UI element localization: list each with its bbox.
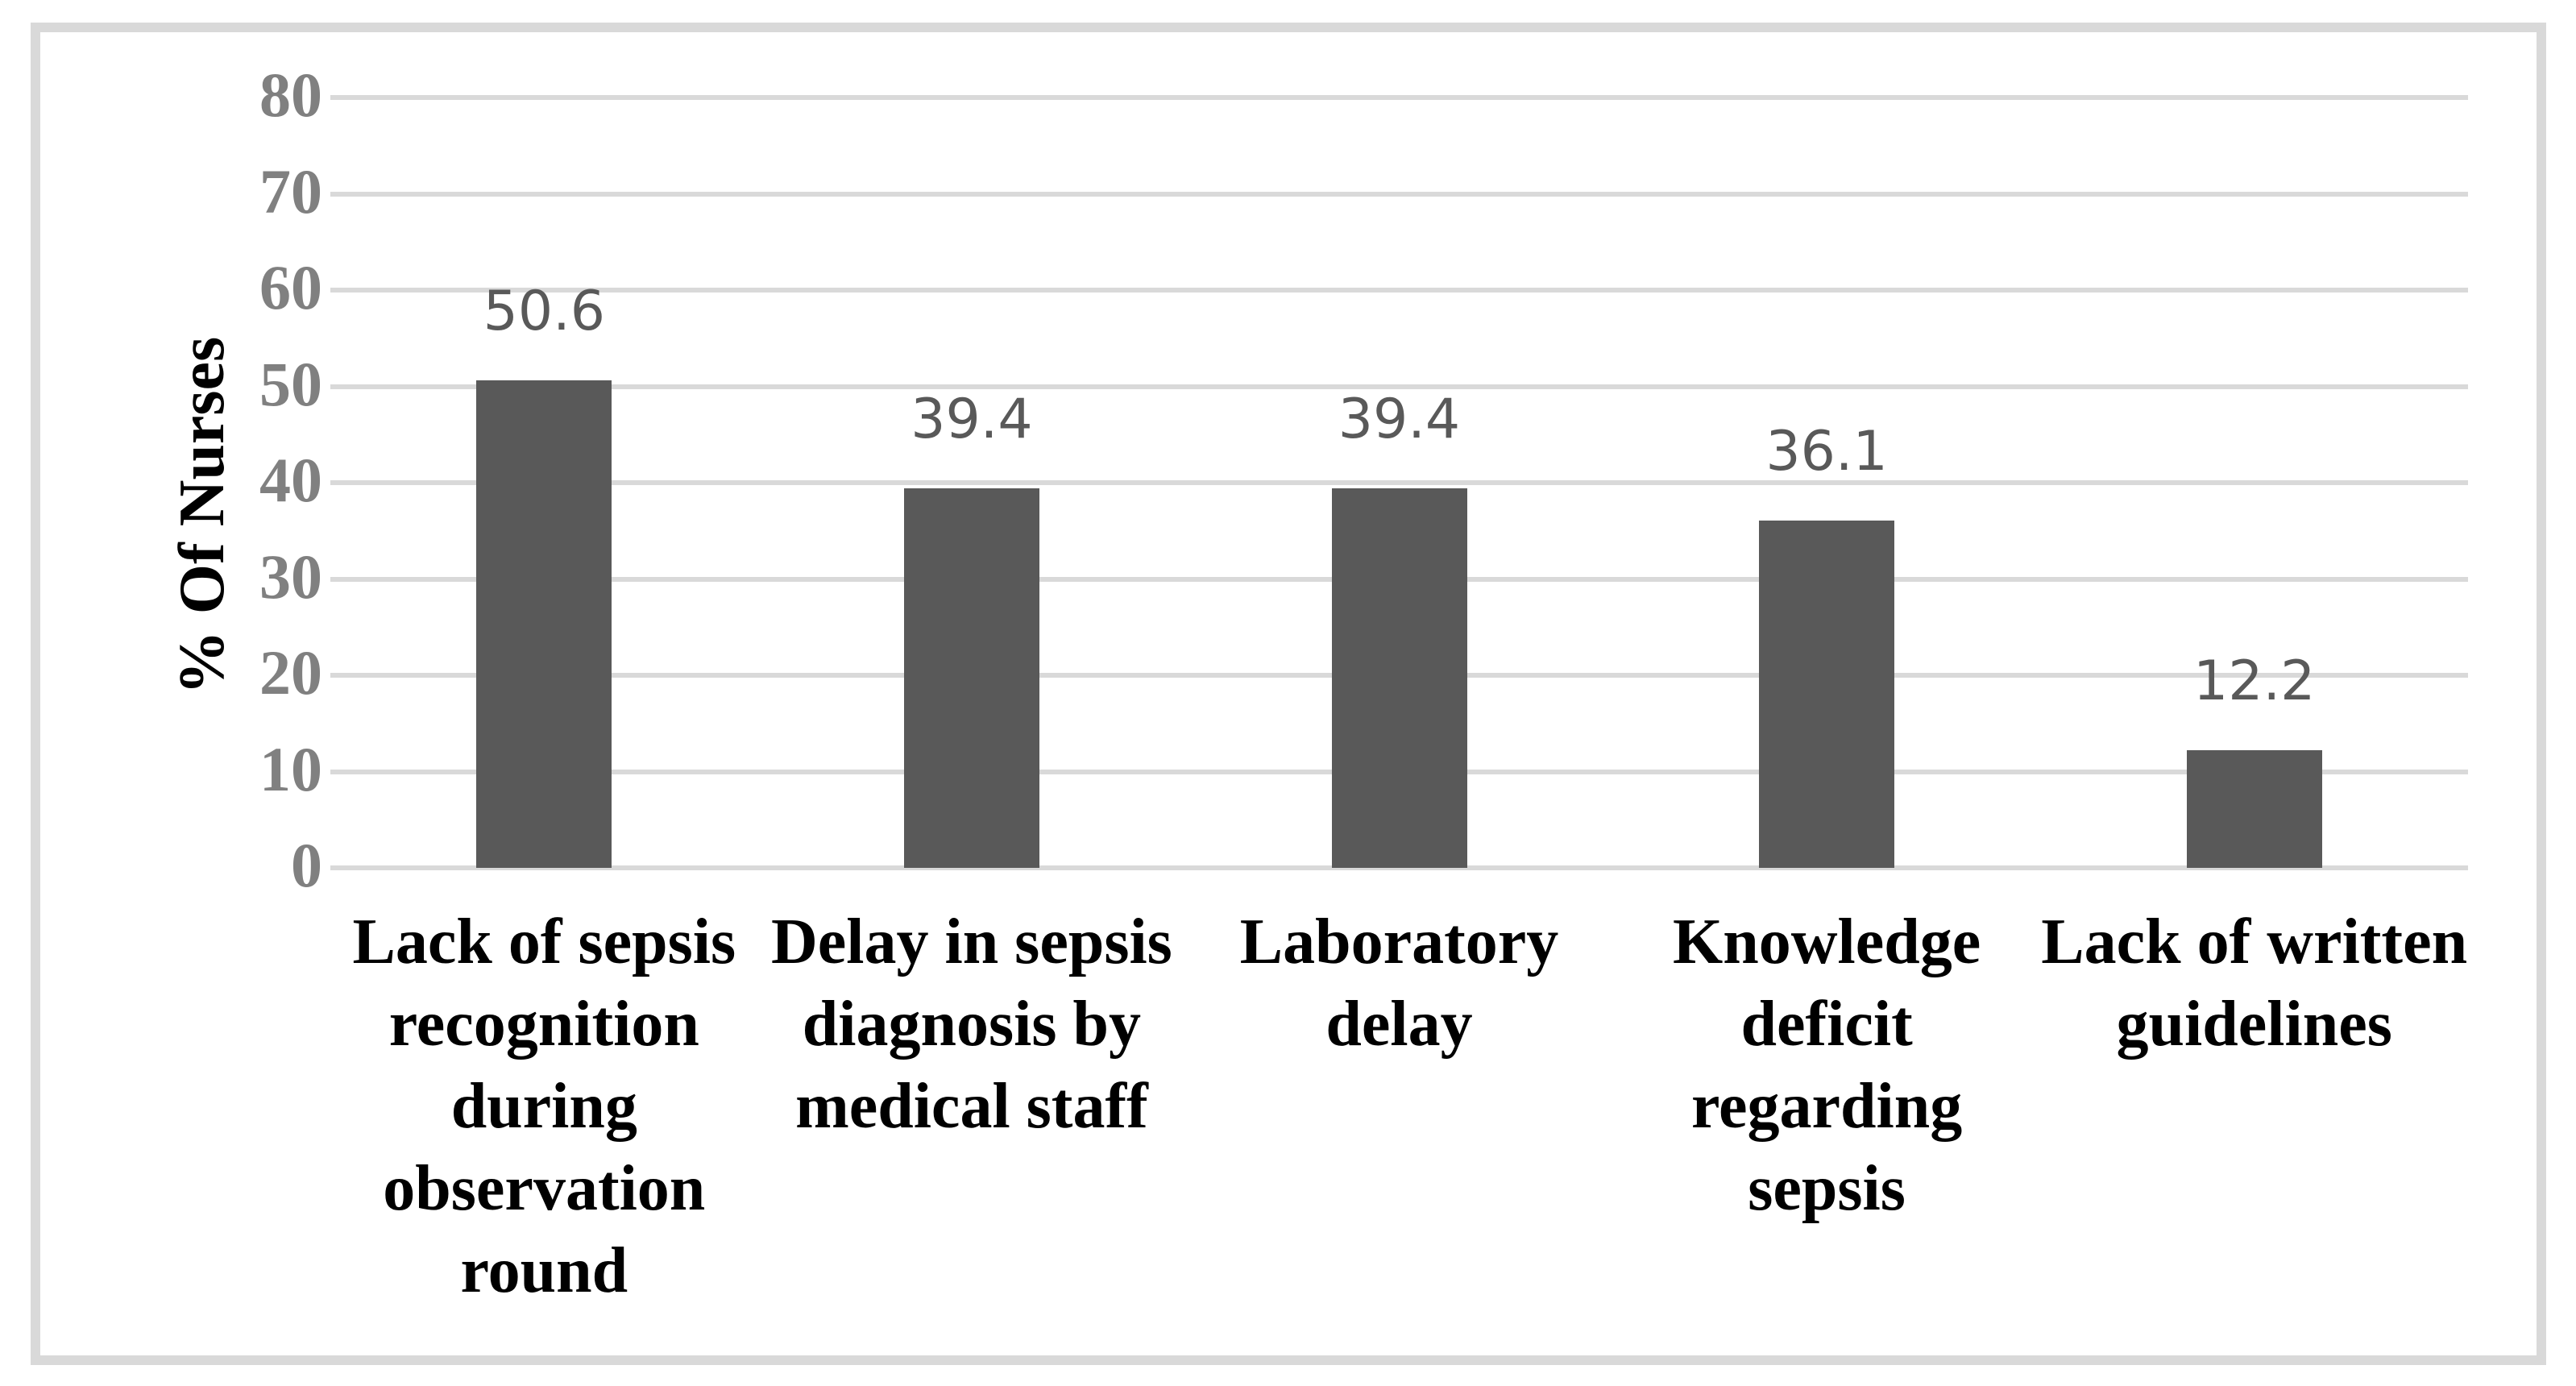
y-tick-label-50: 50 <box>259 348 322 419</box>
gridline-70 <box>330 191 2468 197</box>
gridline-40 <box>330 480 2468 485</box>
y-tick-label-80: 80 <box>259 59 322 130</box>
bar-value-label: 12.2 <box>2192 649 2316 714</box>
category-label: Laboratory delay <box>1185 901 1613 1065</box>
bar <box>903 488 1039 868</box>
y-tick-label-0: 0 <box>291 829 322 900</box>
bar-value-label: 39.4 <box>1338 388 1461 452</box>
gridline-50 <box>330 384 2468 389</box>
category-label-line: sepsis <box>1748 1153 1906 1224</box>
category-label: Lack of sepsis recognition during observati… <box>330 901 758 1312</box>
y-tick-label-30: 30 <box>259 541 322 612</box>
category-label-line: during <box>450 1071 637 1142</box>
category-label-line: medical staff <box>795 1071 1148 1142</box>
category-label-line: Delay in sepsis <box>770 907 1172 977</box>
y-tick-label-20: 20 <box>259 637 322 708</box>
category-label-line: round <box>460 1235 628 1306</box>
category-label-line: regarding <box>1690 1071 1963 1142</box>
category-label-line: Laboratory <box>1239 907 1559 977</box>
category-label: Knowledge deficit regarding sepsis <box>1613 901 2041 1230</box>
category-label-line: observation <box>383 1153 706 1224</box>
bar-value-label: 36.1 <box>1765 419 1888 483</box>
category-label-line: deficit <box>1740 989 1913 1060</box>
category-label-line: Lack of sepsis <box>352 907 736 977</box>
category-label-line: Lack of written <box>2041 907 2468 977</box>
bar <box>1759 520 1895 868</box>
category-label: Lack of written guidelines <box>2040 901 2468 1065</box>
category-label-line: recognition <box>388 989 699 1060</box>
chart-frame: % Of Nurses 0 10 20 30 40 50 60 70 80 50.6 39.4 39… <box>31 23 2546 1365</box>
category-label-line: guidelines <box>2116 989 2392 1060</box>
bar <box>2186 750 2322 868</box>
category-label-line: delay <box>1325 989 1473 1060</box>
category-label-line: diagnosis by <box>802 989 1141 1060</box>
y-tick-label-70: 70 <box>259 156 322 226</box>
y-tick-label-60: 60 <box>259 251 322 322</box>
gridline-60 <box>330 288 2468 293</box>
y-tick-label-40: 40 <box>259 444 322 515</box>
bar <box>1331 488 1467 868</box>
gridline-80 <box>330 95 2468 100</box>
bar <box>476 380 612 868</box>
category-label: Delay in sepsis diagnosis by medical staff <box>758 901 1186 1147</box>
bar-value-label: 39.4 <box>911 388 1033 452</box>
bar-value-label: 50.6 <box>483 280 605 344</box>
y-tick-label-10: 10 <box>259 733 322 804</box>
gridline-0 <box>330 865 2468 870</box>
category-label-line: Knowledge <box>1672 907 1981 977</box>
